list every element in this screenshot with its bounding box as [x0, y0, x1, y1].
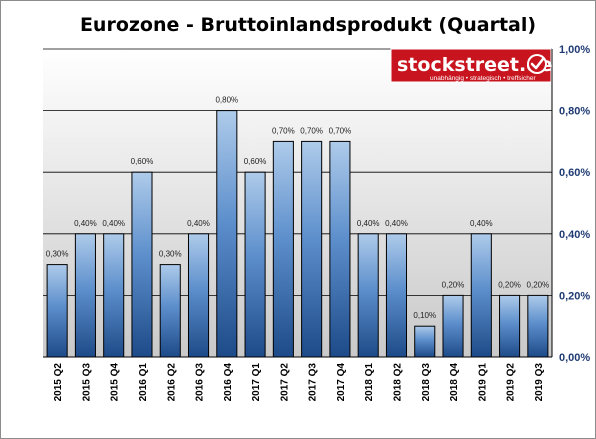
y-tick-label: 0,80% — [559, 106, 590, 118]
x-tick-label: 2016 Q3 — [195, 363, 206, 402]
bar — [499, 294, 521, 358]
bar — [357, 233, 379, 358]
bar — [159, 264, 181, 358]
bar — [470, 233, 492, 358]
bar — [103, 233, 125, 358]
bar-data-label: 0,40% — [385, 219, 408, 228]
bar — [46, 264, 68, 358]
x-tick-label: 2017 Q4 — [336, 363, 347, 402]
x-tick-label: 2018 Q4 — [449, 363, 460, 402]
bar — [216, 110, 238, 358]
bar-data-label: 0,30% — [159, 250, 182, 259]
y-tick-label: 0,00% — [559, 352, 590, 364]
logo-tagline: unabhängig • strategisch • treffsicher — [430, 75, 536, 82]
bar — [301, 140, 323, 358]
x-tick-label: 2019 Q2 — [506, 363, 517, 402]
x-axis-ticks: 2015 Q2 2015 Q3 2015 Q4 2016 Q1 2016 Q2 2016 … — [53, 363, 545, 402]
bar-data-label: 0,30% — [46, 250, 69, 259]
data-labels: 0,30% 0,40% 0,40% 0,60% 0,30% 0,40% 0,80% 0,60%… — [46, 96, 549, 321]
bar-data-label: 0,40% — [187, 219, 210, 228]
bar — [414, 325, 436, 358]
x-tick-label: 2019 Q3 — [534, 363, 545, 402]
bar — [131, 171, 153, 358]
y-axis-ticks: 0,00% 0,20% 0,40% 0,60% 0,80% 1,00% — [559, 44, 590, 364]
bar — [187, 233, 210, 358]
y-tick-label: 1,00% — [559, 44, 590, 56]
y-tick-label: 0,60% — [559, 167, 590, 179]
x-tick-label: 2016 Q1 — [138, 363, 149, 402]
bar-data-label: 0,70% — [272, 126, 295, 135]
x-tick-label: 2018 Q1 — [364, 363, 375, 402]
x-tick-label: 2017 Q3 — [308, 363, 319, 402]
bar-data-label: 0,20% — [442, 280, 465, 289]
bar — [244, 171, 266, 358]
plot-area — [43, 49, 552, 357]
bar — [527, 294, 549, 358]
bar-data-label: 0,60% — [244, 157, 267, 166]
bar-data-label: 0,70% — [329, 126, 352, 135]
x-tick-label: 2015 Q4 — [110, 363, 121, 402]
chart-title: Eurozone - Bruttoinlandsprodukt (Quartal… — [80, 14, 536, 36]
x-tick-label: 2016 Q4 — [223, 363, 234, 402]
y-tick-label: 0,20% — [559, 290, 590, 302]
bar-data-label: 0,70% — [300, 126, 323, 135]
bars — [46, 110, 549, 358]
bar-data-label: 0,10% — [413, 311, 436, 320]
x-tick-label: 2017 Q2 — [279, 363, 290, 402]
bar — [74, 233, 96, 358]
x-tick-label: 2019 Q1 — [477, 363, 488, 402]
check-badge-icon — [527, 54, 547, 74]
bar-data-label: 0,60% — [131, 157, 154, 166]
y-tick-label: 0,40% — [559, 229, 590, 241]
x-tick-label: 2015 Q3 — [81, 363, 92, 402]
x-tick-label: 2016 Q2 — [166, 363, 177, 402]
x-tick-label: 2017 Q1 — [251, 363, 262, 402]
bar — [385, 233, 408, 358]
x-tick-label: 2015 Q2 — [53, 363, 64, 402]
bar-data-label: 0,40% — [74, 219, 97, 228]
bar-data-label: 0,20% — [527, 280, 550, 289]
bar-data-label: 0,80% — [215, 96, 238, 105]
bar — [329, 140, 351, 358]
bar-data-label: 0,20% — [498, 280, 521, 289]
stockstreet-logo: stockstreet.de unabhängig • strategisch … — [390, 48, 553, 83]
bar — [442, 294, 464, 358]
bar — [272, 140, 294, 358]
bar-data-label: 0,40% — [102, 219, 125, 228]
x-tick-label: 2018 Q3 — [421, 363, 432, 402]
bar-data-label: 0,40% — [357, 219, 380, 228]
x-tick-label: 2018 Q2 — [392, 363, 403, 402]
logo-text: stockstreet.de — [397, 54, 553, 76]
bar-data-label: 0,40% — [470, 219, 493, 228]
